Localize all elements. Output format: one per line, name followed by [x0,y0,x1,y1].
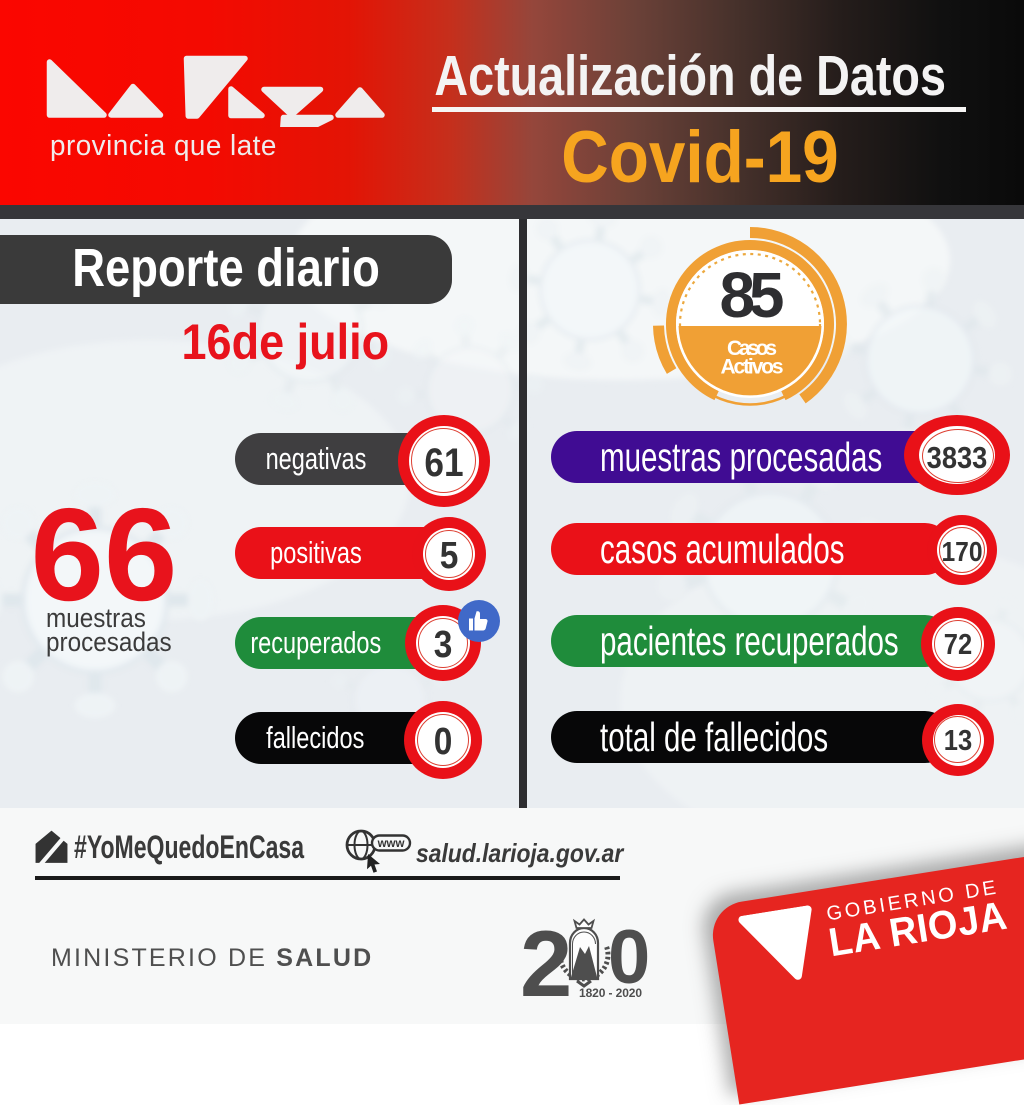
svg-text:1820 - 2020: 1820 - 2020 [579,986,642,1000]
svg-text:0: 0 [608,915,650,1000]
svg-text:Activos: Activos [721,356,784,379]
svg-text:2: 2 [520,912,572,1007]
svg-text:Casos: Casos [727,337,777,360]
svg-text:85: 85 [720,259,785,331]
svg-text:www: www [377,838,405,850]
